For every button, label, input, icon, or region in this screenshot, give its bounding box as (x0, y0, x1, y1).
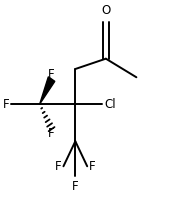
Text: Cl: Cl (104, 98, 116, 111)
Text: O: O (101, 4, 110, 17)
Text: F: F (48, 127, 55, 140)
Text: F: F (48, 68, 55, 82)
Text: F: F (89, 160, 96, 173)
Text: F: F (72, 181, 79, 193)
Polygon shape (40, 77, 55, 104)
Text: F: F (55, 160, 62, 173)
Text: F: F (3, 98, 9, 111)
